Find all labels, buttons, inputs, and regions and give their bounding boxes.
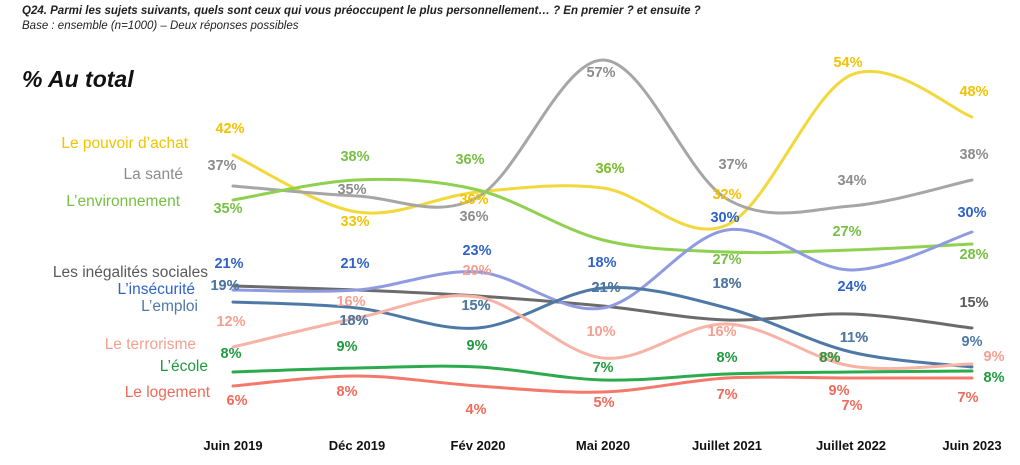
- series-line-l-ecole: [231, 364, 974, 382]
- data-label-l-environnement-6: 28%: [959, 247, 988, 263]
- data-label-l-environnement-1: 38%: [340, 149, 369, 165]
- data-label-le-pouvoir-d-achat-0: 42%: [215, 121, 244, 137]
- data-label-les-inegalites-sociales-6: 15%: [959, 295, 988, 311]
- data-label-le-logement-1: 8%: [337, 384, 358, 400]
- data-label-la-sante-3: 57%: [586, 65, 615, 81]
- data-label-le-logement-3: 5%: [594, 395, 615, 411]
- data-label-l-emploi-4: 18%: [712, 276, 741, 292]
- data-label-le-logement-0: 6%: [227, 393, 248, 409]
- x-axis-ticks: Juin 2019 Déc 2019 Fév 2020 Mai 2020 Juillet…: [203, 438, 1001, 453]
- data-label-l-insecurite-2: 23%: [462, 243, 491, 259]
- data-label-l-environnement-0: 35%: [213, 201, 242, 217]
- data-label-l-ecole-5: 8%: [820, 350, 841, 366]
- data-label-l-environnement-4: 27%: [712, 252, 741, 268]
- data-labels: 42%33%36%36%32%54%48%37%35%36%57%37%34%3…: [207, 55, 1004, 418]
- data-label-le-terrorisme-3: 10%: [586, 324, 615, 340]
- x-tick-label-1: Déc 2019: [329, 438, 385, 453]
- series-label-le-terrorisme: Le terrorisme: [105, 336, 196, 353]
- data-label-l-emploi-6: 9%: [962, 334, 983, 350]
- data-label-le-terrorisme-1: 16%: [336, 294, 365, 310]
- x-tick-label-0: Juin 2019: [203, 438, 262, 453]
- data-label-l-insecurite-0: 21%: [214, 256, 243, 272]
- series-line-la-sante: [231, 58, 974, 215]
- data-label-l-ecole-0: 8%: [221, 346, 242, 362]
- data-label-l-ecole-3: 7%: [593, 360, 614, 376]
- data-label-le-pouvoir-d-achat-2: 36%: [459, 192, 488, 208]
- data-label-l-insecurite-1: 21%: [340, 256, 369, 272]
- data-label-le-pouvoir-d-achat-3: 36%: [595, 161, 624, 177]
- data-label-l-ecole-4: 8%: [717, 350, 738, 366]
- data-label-l-ecole-1: 9%: [337, 339, 358, 355]
- data-label-les-inegalites-sociales-2: 15%: [461, 298, 490, 314]
- data-label-la-sante-6: 38%: [959, 147, 988, 163]
- base-text: Base : ensemble (n=1000) – Deux réponses…: [22, 20, 299, 32]
- series-label-le-logement: Le logement: [125, 384, 211, 401]
- series-line-le-pouvoir-d-achat: [231, 69, 974, 231]
- series-label-l-emploi: L’emploi: [141, 298, 198, 315]
- data-label-le-terrorisme-6: 9%: [984, 349, 1005, 365]
- series-label-l-ecole: L’école: [160, 358, 208, 375]
- series-lines: [231, 58, 974, 394]
- data-label-le-terrorisme-0: 12%: [216, 314, 245, 330]
- x-tick-label-5: Juillet 2022: [816, 438, 886, 453]
- data-label-le-pouvoir-d-achat-6: 48%: [959, 84, 988, 100]
- series-legend: Le pouvoir d’achat La santé L’environnemen…: [53, 135, 211, 401]
- data-label-le-pouvoir-d-achat-1: 33%: [340, 214, 369, 230]
- x-tick-label-6: Juin 2023: [942, 438, 1001, 453]
- data-label-l-ecole-6: 8%: [984, 370, 1005, 386]
- x-tick-label-2: Fév 2020: [451, 438, 506, 453]
- series-label-le-pouvoir-d-achat: Le pouvoir d’achat: [61, 135, 188, 152]
- data-label-les-inegalites-sociales-1: 18%: [339, 313, 368, 329]
- data-label-le-logement-5: 7%: [842, 398, 863, 414]
- data-label-les-inegalites-sociales-0: 19%: [210, 278, 239, 294]
- data-label-l-insecurite-3: 18%: [587, 255, 616, 271]
- series-line-le-logement: [231, 374, 974, 394]
- data-label-le-pouvoir-d-achat-4: 32%: [712, 187, 741, 203]
- data-label-le-logement-4: 7%: [717, 387, 738, 403]
- series-line-le-terrorisme: [231, 294, 974, 371]
- data-label-la-sante-0: 37%: [207, 158, 236, 174]
- chart-title: % Au total: [22, 66, 134, 92]
- data-label-les-inegalites-sociales-5: 11%: [840, 330, 868, 346]
- data-label-les-inegalites-sociales-3: 21%: [591, 280, 620, 296]
- data-label-la-sante-4: 37%: [718, 157, 747, 173]
- x-tick-label-4: Juillet 2021: [692, 438, 762, 453]
- series-label-la-sante: La santé: [124, 166, 183, 183]
- series-line-l-emploi: [231, 285, 974, 369]
- data-label-l-insecurite-6: 30%: [957, 205, 986, 221]
- x-tick-label-3: Mai 2020: [576, 438, 630, 453]
- series-line-l-insecurite: [231, 227, 974, 311]
- question-text: Q24. Parmi les sujets suivants, quels so…: [22, 5, 701, 17]
- data-label-l-emploi-5: 11%: [840, 330, 868, 346]
- data-label-l-environnement-2: 36%: [455, 152, 484, 168]
- series-label-l-environnement: L’environnement: [66, 193, 180, 210]
- data-label-extra-0: 9%: [829, 383, 850, 399]
- data-label-la-sante-1: 35%: [337, 182, 366, 198]
- data-label-le-logement-2: 4%: [466, 402, 487, 418]
- data-label-le-pouvoir-d-achat-5: 54%: [833, 55, 862, 71]
- data-label-l-insecurite-5: 24%: [837, 279, 866, 295]
- series-label-les-inegalites-sociales: Les inégalités sociales: [53, 264, 208, 281]
- data-label-les-inegalites-sociales-4: 18%: [712, 276, 741, 292]
- data-label-l-emploi-1: 18%: [339, 313, 368, 329]
- data-label-la-sante-2: 36%: [459, 209, 488, 225]
- data-label-le-terrorisme-4: 16%: [707, 324, 736, 340]
- data-label-l-emploi-3: 21%: [591, 280, 620, 296]
- series-line-l-environnement: [231, 177, 974, 255]
- data-label-le-terrorisme-5: 8%: [819, 350, 840, 366]
- data-label-l-environnement-5: 27%: [832, 224, 861, 240]
- data-label-l-emploi-2: 15%: [461, 298, 490, 314]
- data-label-le-terrorisme-2: 20%: [462, 263, 491, 279]
- data-label-le-logement-6: 7%: [958, 390, 979, 406]
- data-label-l-emploi-0: 19%: [210, 278, 239, 294]
- data-label-la-sante-5: 34%: [837, 173, 866, 189]
- data-label-l-insecurite-4: 30%: [710, 210, 739, 226]
- data-label-l-ecole-2: 9%: [467, 338, 488, 354]
- series-label-l-insecurite: L’insécurité: [117, 281, 195, 298]
- data-label-l-environnement-3: 36%: [595, 161, 624, 177]
